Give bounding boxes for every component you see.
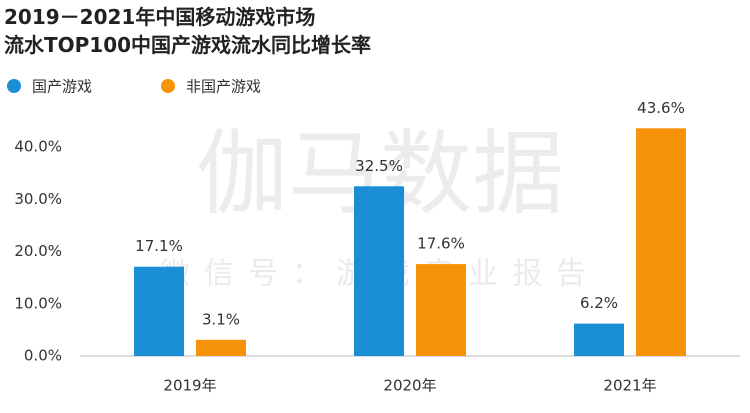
value-label: 17.6%: [417, 235, 465, 253]
chart-title: 2019－2021年中国移动游戏市场: [4, 5, 315, 29]
x-tick-label: 2020年: [383, 377, 436, 395]
bar: [574, 323, 624, 356]
legend-label: 国产游戏: [32, 78, 92, 96]
x-tick-label: 2021年: [603, 377, 656, 395]
y-tick-label: 10.0%: [14, 294, 62, 312]
y-tick-label: 40.0%: [14, 138, 62, 156]
value-label: 6.2%: [580, 294, 618, 312]
bar: [416, 264, 466, 356]
bar: [354, 186, 404, 356]
x-tick-label: 2019年: [163, 377, 216, 395]
bar: [636, 128, 686, 356]
chart-title: 流水TOP100中国产游戏流水同比增长率: [4, 33, 371, 57]
legend-label: 非国产游戏: [186, 78, 261, 96]
bar: [196, 339, 246, 356]
value-label: 43.6%: [637, 99, 685, 117]
legend-marker: [161, 79, 175, 93]
value-label: 17.1%: [135, 237, 183, 255]
value-label: 32.5%: [355, 157, 403, 175]
y-tick-label: 0.0%: [24, 347, 62, 365]
y-tick-label: 30.0%: [14, 190, 62, 208]
bar: [134, 266, 184, 356]
y-tick-label: 20.0%: [14, 242, 62, 260]
legend-marker: [7, 79, 21, 93]
value-label: 3.1%: [202, 310, 240, 328]
